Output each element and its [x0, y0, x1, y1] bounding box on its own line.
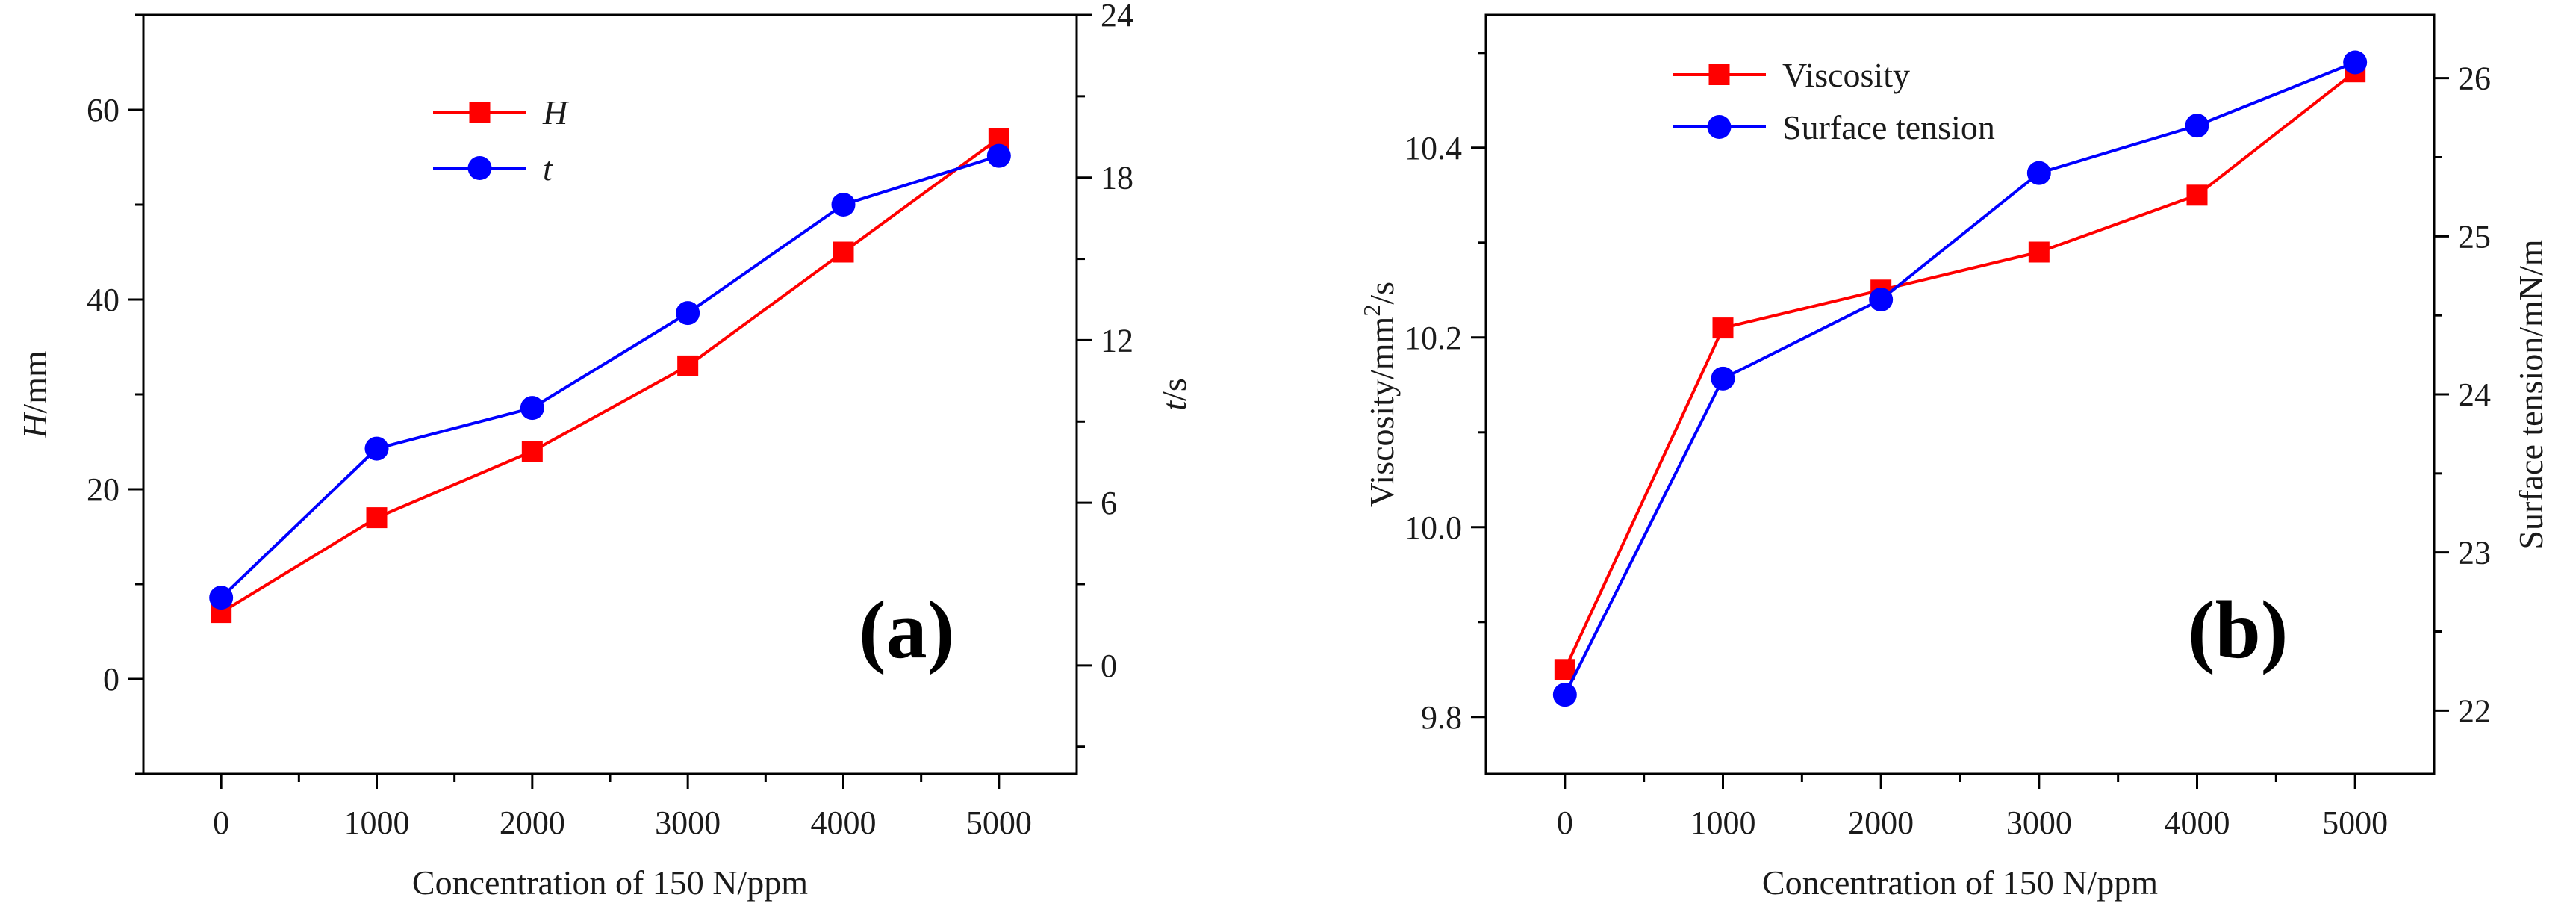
x-tick-label: 2000: [1848, 804, 1914, 841]
x-axis-title: Concentration of 150 N/ppm: [1762, 863, 2158, 902]
data-point-circle: [2343, 50, 2368, 75]
y-right-tick-label: 6: [1101, 485, 1117, 521]
x-tick-label: 5000: [2322, 804, 2388, 841]
legend-label: Viscosity: [1782, 56, 1910, 94]
x-tick-label: 0: [1557, 804, 1573, 841]
y-left-tick-label: 0: [103, 661, 119, 698]
data-point-circle: [1869, 288, 1894, 311]
y-right-axis-title: t/s: [1155, 378, 1193, 410]
x-tick-label: 1000: [344, 804, 410, 841]
y-left-title-rest: /mm: [16, 350, 54, 414]
data-point-circle: [364, 436, 389, 461]
y-right-tick-label: 22: [2458, 692, 2491, 729]
y-right-tick-label: 0: [1101, 648, 1117, 684]
series-line-viscosity: [1564, 70, 2356, 671]
y-left-title-italic: H: [16, 412, 54, 439]
data-point-circle: [1711, 366, 1735, 391]
y-left-axis-title: H/mm: [16, 350, 54, 439]
y-left-tick-label: 10.4: [1404, 130, 1462, 167]
y-left-tick-label: 20: [87, 471, 119, 508]
legend-label: t: [543, 149, 553, 187]
legend-label: Surface tension: [1782, 108, 1995, 146]
data-point-square: [2186, 184, 2208, 206]
y-left-title-main: Viscosity/mm: [1363, 316, 1401, 507]
y-left-tick-label: 60: [87, 92, 119, 128]
data-point-square: [366, 507, 388, 529]
series-line-h: [220, 137, 1001, 614]
legend-marker-square: [469, 102, 491, 123]
x-tick-label: 5000: [966, 804, 1032, 841]
y-right-tick-label: 25: [2458, 218, 2491, 255]
y-left-tick-label: 40: [87, 282, 119, 318]
data-point-square: [1712, 317, 1734, 339]
x-tick-label: 3000: [655, 804, 721, 841]
data-point-circle: [831, 193, 856, 217]
y-right-axis-title: Surface tension/mN/m: [2512, 239, 2550, 549]
y-right-tick-label: 26: [2458, 61, 2491, 97]
x-tick-label: 3000: [2006, 804, 2072, 841]
data-point-circle: [520, 396, 544, 421]
y-left-tick-label: 10.2: [1404, 320, 1462, 356]
x-axis-title: Concentration of 150 N/ppm: [412, 863, 808, 902]
y-right-tick-label: 23: [2458, 535, 2491, 571]
data-point-square: [521, 441, 543, 462]
x-tick-label: 2000: [500, 804, 565, 841]
y-left-tick-label: 10.0: [1404, 509, 1462, 546]
y-left-axis-title: Viscosity/mm2/s: [1358, 282, 1401, 507]
data-point-circle: [2185, 114, 2209, 138]
data-point-circle: [986, 143, 1011, 168]
series-line-surface-tension: [1564, 61, 2356, 696]
series-line-t: [220, 154, 1000, 599]
y-left-tick-label: 9.8: [1421, 699, 1462, 736]
y-right-tick-label: 24: [2458, 376, 2491, 413]
legend-marker-square: [1708, 64, 1730, 85]
data-point-square: [677, 355, 699, 376]
x-tick-label: 1000: [1690, 804, 1756, 841]
data-point-circle: [1552, 683, 1577, 707]
y-left-title-sup: 2: [1358, 305, 1385, 317]
data-point-square: [1554, 659, 1575, 680]
panel-label: (a): [859, 584, 954, 675]
x-tick-label: 4000: [811, 804, 877, 841]
x-tick-label: 0: [213, 804, 229, 841]
y-right-tick-label: 18: [1101, 160, 1133, 196]
legend-marker-circle: [1707, 115, 1732, 139]
panel-b-chart: 0 1000 2000 3000 4000 5000 9.8 10.0 10.2 10.4 22 23…: [1358, 13, 2550, 902]
data-point-circle: [209, 586, 234, 610]
data-point-circle: [2026, 161, 2051, 185]
y-right-tick-label: 24: [1101, 0, 1133, 34]
y-right-title-italic: t: [1155, 400, 1193, 411]
data-point-square: [2028, 241, 2050, 263]
y-left-title-tail: /s: [1363, 282, 1401, 305]
data-point-circle: [676, 301, 700, 326]
panel-label: (b): [2188, 584, 2288, 675]
x-tick-label: 4000: [2165, 804, 2230, 841]
y-right-title-rest: /s: [1155, 378, 1193, 401]
data-point-square: [833, 241, 854, 263]
panel-a-chart: 0 1000 2000 3000 4000 5000 0 20 40 60 0 6 12 18 24 Conc…: [16, 0, 1193, 902]
legend-marker-circle: [467, 156, 492, 180]
legend-label: H: [542, 93, 570, 131]
y-right-tick-label: 12: [1101, 322, 1133, 359]
